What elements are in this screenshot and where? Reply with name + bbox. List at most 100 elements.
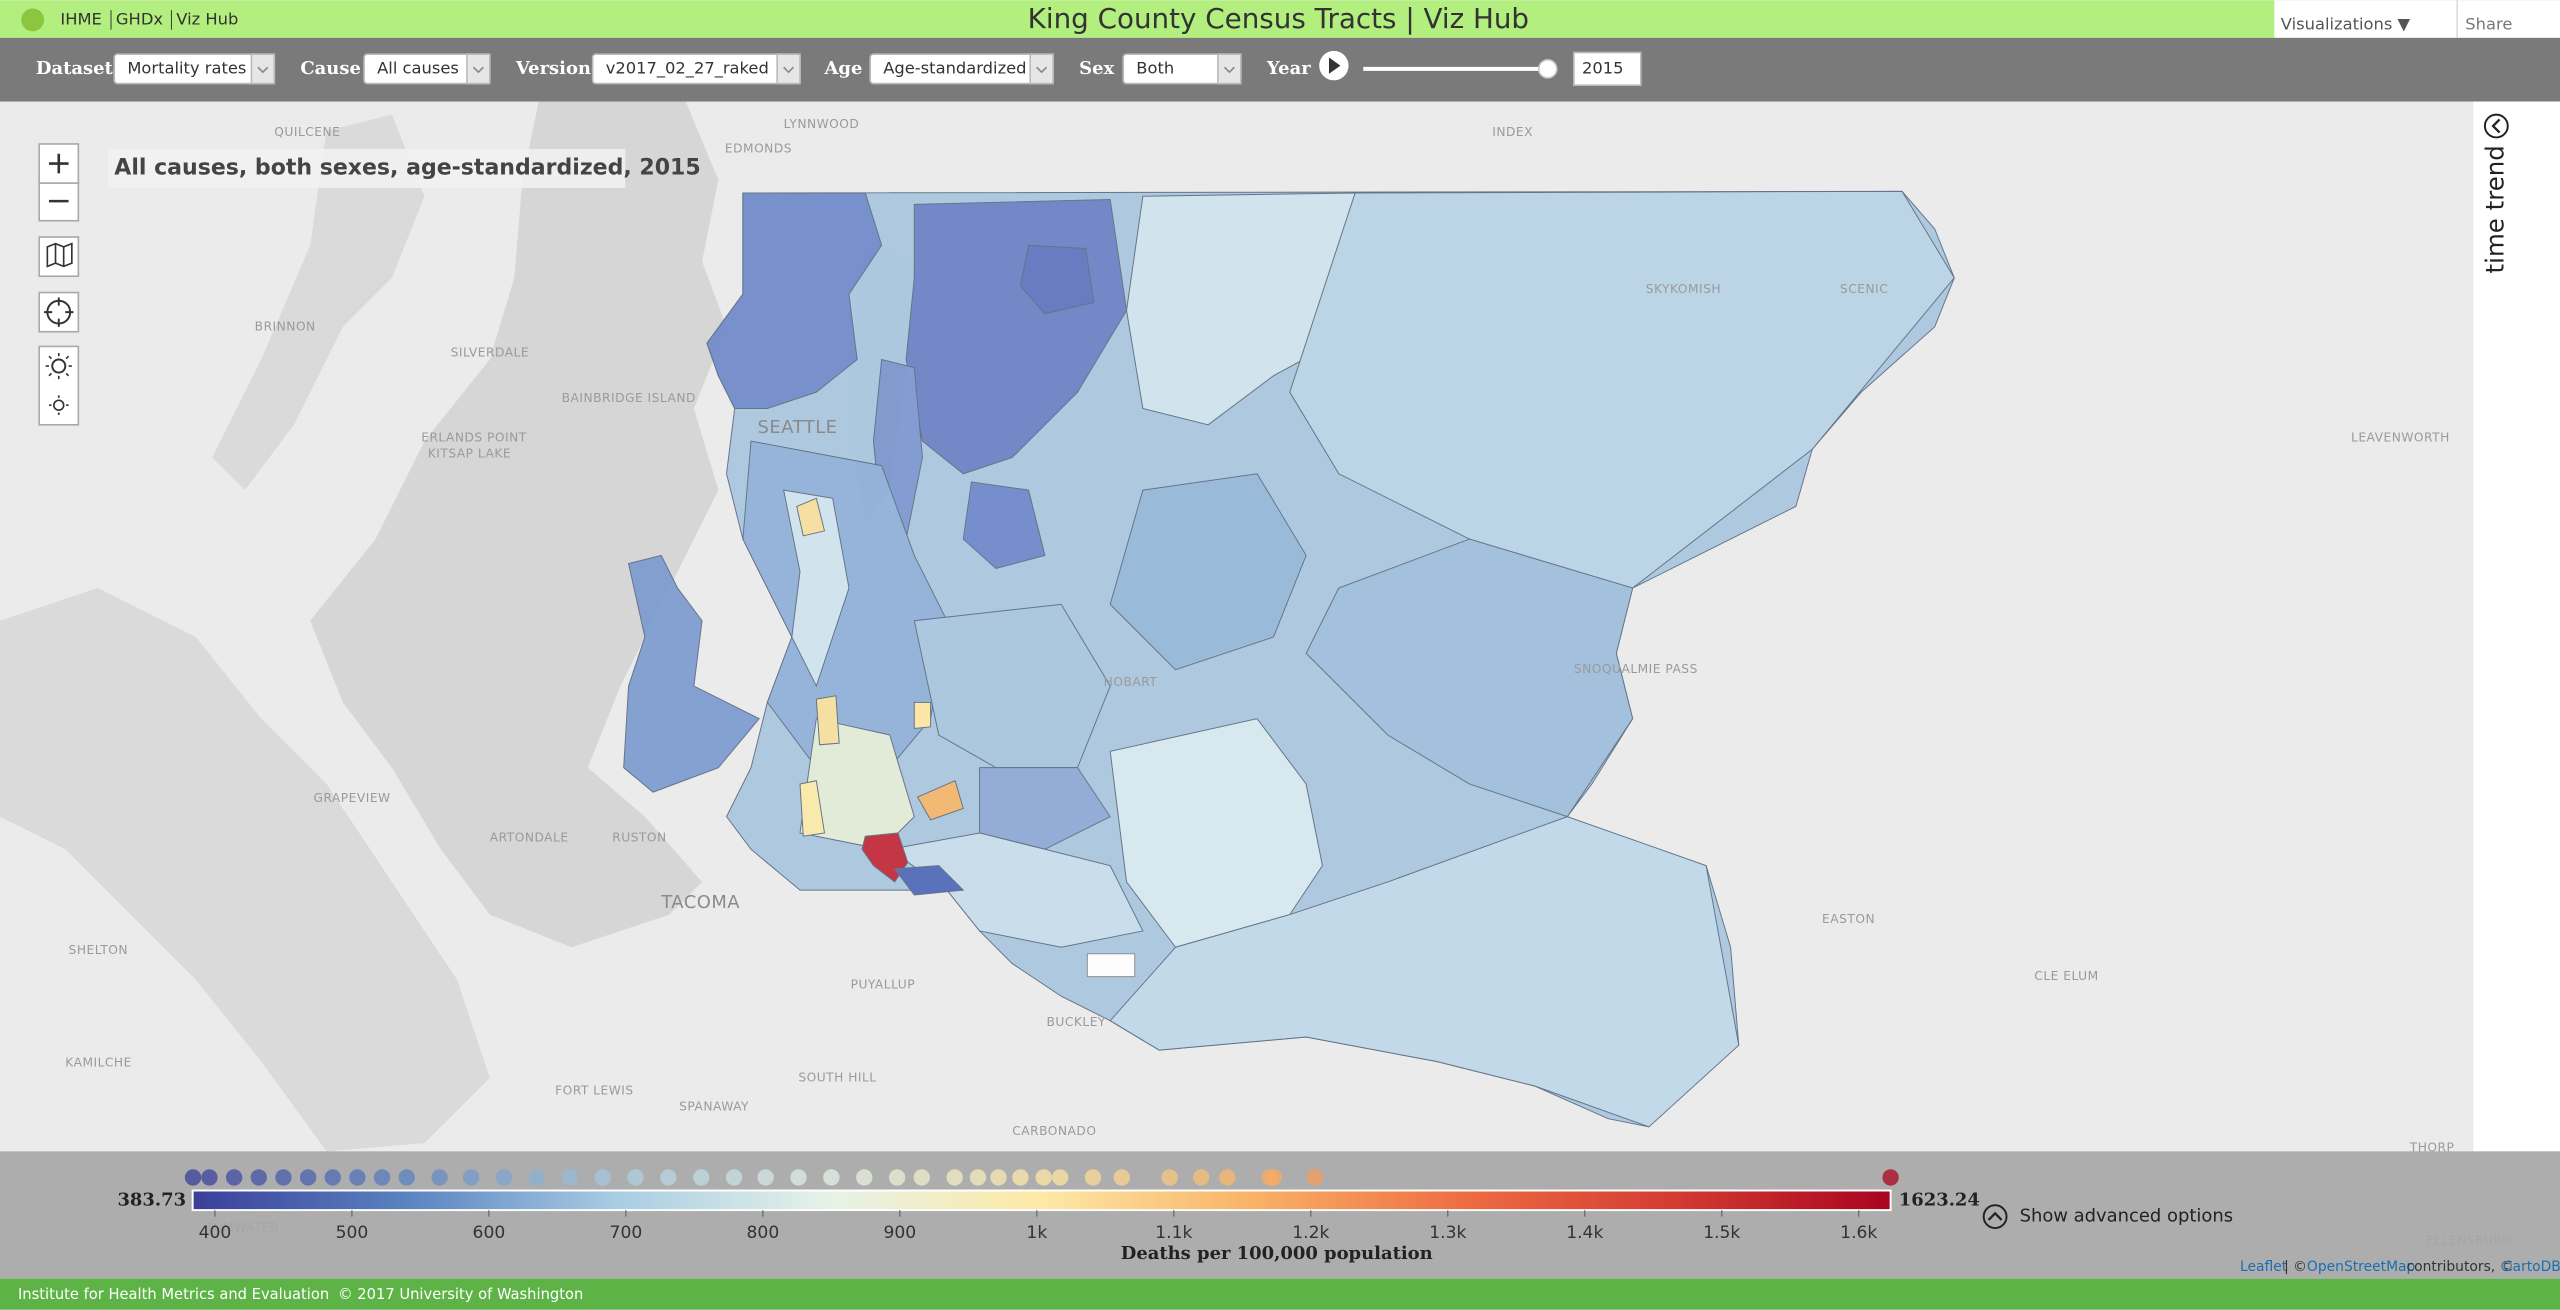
attribution-text[interactable]: CartoDB	[2503, 1259, 2560, 1275]
tract-dot[interactable]	[990, 1169, 1007, 1186]
tract-dot[interactable]	[660, 1169, 677, 1186]
tract-dot[interactable]	[1219, 1169, 1236, 1186]
time-trend-label[interactable]: time trend	[2480, 145, 2509, 273]
tract-dot[interactable]	[275, 1169, 292, 1186]
place-label: KAMILCHE	[65, 1056, 132, 1070]
tract-dot[interactable]	[856, 1169, 873, 1186]
tract-dot[interactable]	[184, 1169, 202, 1186]
header-bar	[0, 0, 2560, 38]
tract-dot[interactable]	[561, 1169, 578, 1186]
map-title: All causes, both sexes, age-standardized…	[114, 155, 700, 180]
toggle-arrow	[2491, 118, 2501, 134]
control-label: Cause	[300, 58, 360, 79]
header-link[interactable]: GHDx	[116, 9, 163, 28]
tract-dot[interactable]	[495, 1169, 513, 1186]
tract-dot[interactable]	[201, 1169, 218, 1186]
header-link[interactable]: IHME	[60, 9, 101, 28]
footer-bar	[0, 1278, 2560, 1310]
place-label: ARTONDALE	[490, 830, 569, 844]
place-label: ERLANDS POINT	[421, 430, 527, 444]
legend-tick-label: 700	[610, 1223, 643, 1243]
year-input[interactable]	[1573, 51, 1642, 87]
tract-dot[interactable]	[1306, 1169, 1324, 1186]
footer-org[interactable]: Institute for Health Metrics and Evaluat…	[18, 1286, 329, 1303]
attribution-text: contributors, ©	[2407, 1259, 2514, 1275]
tract-dot[interactable]	[969, 1169, 987, 1186]
place-label: SHELTON	[69, 943, 129, 957]
legend-max: 1623.24	[1899, 1189, 1980, 1210]
tract-dot[interactable]	[725, 1169, 743, 1186]
visualizations-menu[interactable]: Visualizations ▼	[2281, 14, 2411, 33]
tract-dot[interactable]	[299, 1169, 317, 1186]
zoom-out[interactable]	[38, 182, 80, 222]
tract-dot[interactable]	[324, 1169, 341, 1186]
tract-dot[interactable]	[823, 1169, 840, 1186]
legend-tick-label: 1.4k	[1566, 1223, 1603, 1243]
side-panel-toggle[interactable]	[2483, 113, 2509, 139]
tract-dot[interactable]	[398, 1169, 415, 1186]
tract-dot[interactable]	[225, 1169, 243, 1186]
tract-dot[interactable]	[431, 1169, 448, 1186]
place-label: SILVERDALE	[451, 345, 529, 359]
place-label: SCENIC	[1840, 282, 1888, 296]
tract-dot[interactable]	[349, 1169, 366, 1186]
place-label: LYNNWOOD	[784, 117, 860, 131]
attribution-text[interactable]: OpenStreetMap	[2307, 1259, 2416, 1275]
dropdown-value: Age-standardized	[883, 58, 1026, 77]
year-label: Year	[1266, 58, 1311, 79]
place-label: EASTON	[1822, 912, 1875, 926]
tract-dot[interactable]	[627, 1169, 644, 1186]
dropdown-arrow	[783, 66, 795, 74]
place-label: HOBART	[1104, 675, 1158, 689]
share-button[interactable]: Share	[2465, 14, 2512, 33]
tract-dot[interactable]	[373, 1169, 391, 1186]
tract-dot[interactable]	[1113, 1169, 1130, 1186]
tract-dot[interactable]	[1012, 1169, 1029, 1186]
tract-dot[interactable]	[250, 1169, 267, 1186]
tract-dot[interactable]	[594, 1169, 611, 1186]
place-label: RUSTON	[612, 830, 666, 844]
tract-dot[interactable]	[1035, 1169, 1052, 1186]
place-label: INDEX	[1492, 125, 1533, 139]
attribution-text: | ©	[2284, 1259, 2307, 1275]
advanced-options[interactable]: Show advanced options	[2020, 1206, 2234, 1227]
tract-dot[interactable]	[946, 1169, 963, 1186]
advanced-options-icon[interactable]	[1982, 1204, 2008, 1230]
dropdown-arrow-box	[1029, 53, 1054, 85]
legend-axis-label: Deaths per 100,000 population	[1121, 1243, 1433, 1264]
tract-dot[interactable]	[1161, 1169, 1178, 1186]
year-value: 2015	[1582, 58, 1624, 77]
place-label: PUYALLUP	[851, 977, 916, 991]
water	[0, 101, 915, 1152]
attribution-text[interactable]: Leaflet	[2240, 1259, 2288, 1275]
tract-dot[interactable]	[888, 1169, 906, 1186]
tract-dot[interactable]	[462, 1169, 480, 1186]
place-label: CLE ELUM	[2034, 969, 2098, 983]
tract-dot[interactable]	[693, 1169, 710, 1186]
place-label: TACOMA	[660, 892, 740, 913]
footer-copyright: © 2017 University of Washington	[338, 1286, 583, 1303]
dropdown-arrow-box	[250, 53, 276, 85]
legend-tick-label: 1.6k	[1840, 1223, 1877, 1243]
place-label: GRAPEVIEW	[313, 791, 390, 805]
dropdown-value: Both	[1136, 58, 1174, 77]
control-label: Dataset	[36, 58, 114, 79]
tract-dot[interactable]	[1051, 1169, 1069, 1186]
tract-dot[interactable]	[757, 1169, 774, 1186]
year-slider-knob[interactable]	[1537, 59, 1558, 79]
dropdown-value: All causes	[377, 58, 459, 77]
tract-dot[interactable]	[1265, 1169, 1283, 1186]
tract-dot[interactable]	[1882, 1169, 1899, 1186]
legend-tick-label: 1.3k	[1429, 1223, 1466, 1243]
header-link[interactable]: Viz Hub	[176, 9, 238, 28]
tract-dot[interactable]	[1193, 1169, 1210, 1186]
tract-dot[interactable]	[528, 1169, 546, 1186]
tract-dot[interactable]	[1084, 1169, 1102, 1186]
tract-dot[interactable]	[790, 1169, 807, 1186]
tract-dot[interactable]	[913, 1169, 930, 1186]
logo[interactable]	[21, 8, 45, 32]
map-title-box	[107, 148, 626, 189]
header-menu-bar	[2274, 0, 2560, 38]
place-label: SEATTLE	[758, 417, 838, 438]
